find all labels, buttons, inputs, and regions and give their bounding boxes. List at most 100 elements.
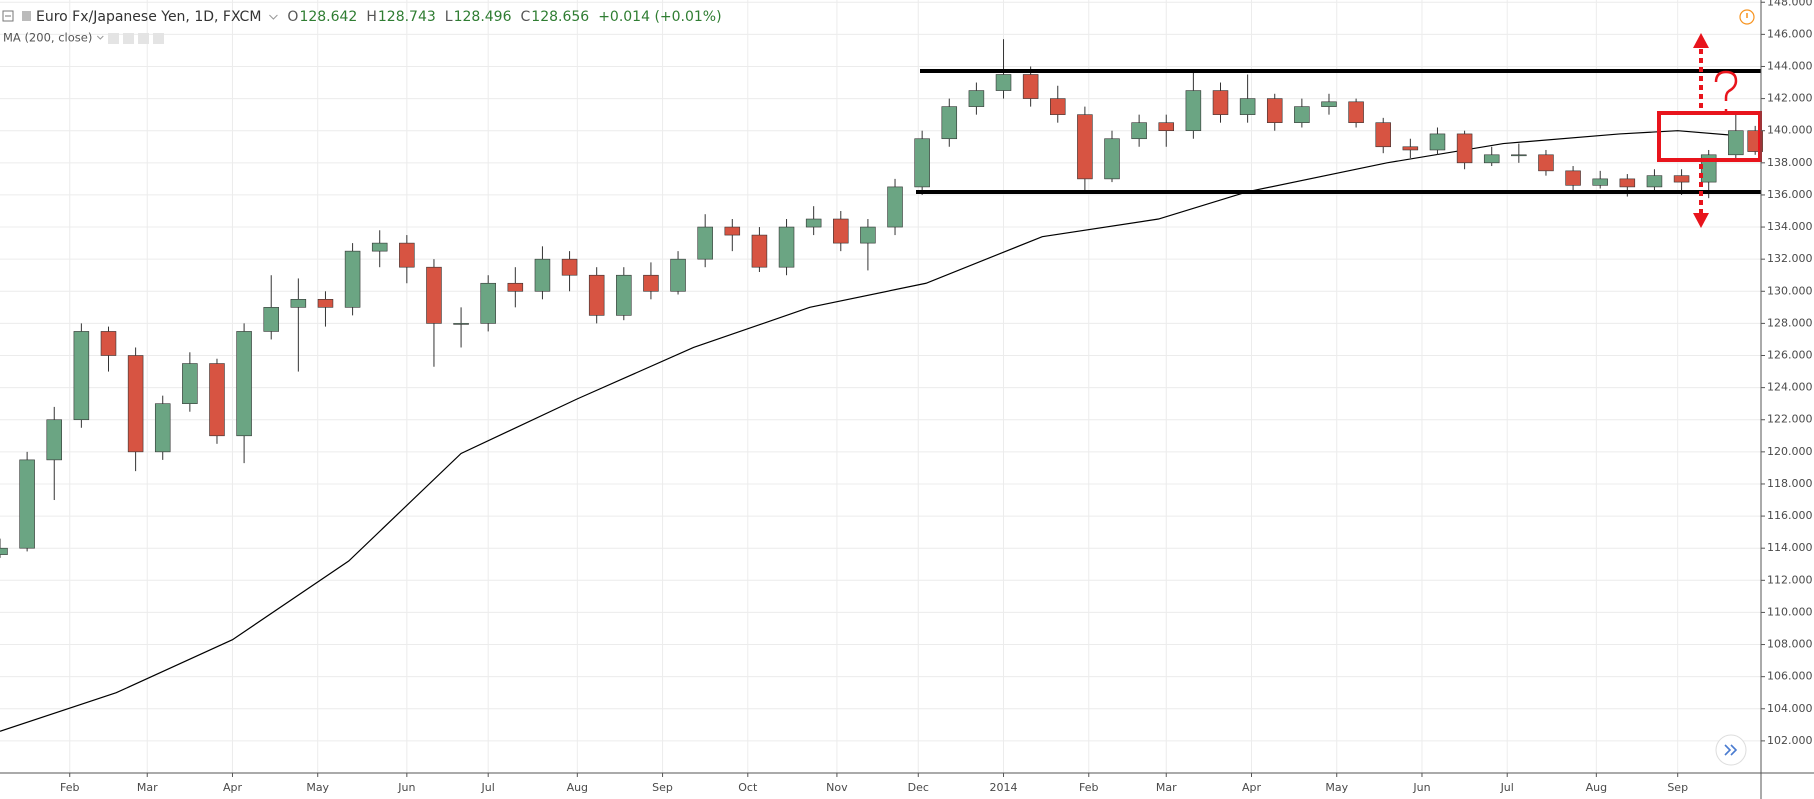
candle-body: [1592, 178, 1608, 186]
candle-body: [751, 234, 768, 268]
candle-body: [995, 74, 1012, 91]
candle-body: [1294, 106, 1310, 123]
y-tick-label: 146.000: [1767, 27, 1813, 40]
x-tick-label: Mar: [1156, 781, 1177, 794]
x-tick-label: Jun: [397, 781, 415, 794]
candle-body: [1646, 175, 1663, 188]
y-tick-label: 144.000: [1767, 59, 1813, 72]
candle-body: [1212, 90, 1229, 115]
x-tick-label: May: [306, 781, 329, 794]
y-tick-label: 122.000: [1767, 413, 1813, 426]
indicator-icon[interactable]: [138, 33, 149, 44]
candle-body: [1375, 122, 1391, 148]
y-tick-label: 110.000: [1767, 605, 1813, 618]
candle-body: [1185, 90, 1202, 132]
ohlc-value: 128.656: [531, 9, 589, 25]
candle-body: [968, 90, 985, 107]
indicator-icon[interactable]: [153, 33, 164, 44]
y-tick-label: 114.000: [1767, 541, 1813, 554]
y-tick-label: 132.000: [1767, 252, 1813, 265]
candle-body: [1266, 98, 1283, 123]
ohlc-value: 128.642: [299, 9, 357, 25]
scroll-icon: [1724, 744, 1738, 756]
indicator-icon[interactable]: [123, 33, 134, 44]
candle-body: [860, 226, 876, 244]
candle-body: [1511, 154, 1527, 157]
grid: [0, 0, 1761, 773]
candle-body: [1402, 146, 1419, 151]
candle-body: [833, 218, 849, 244]
candle-body: [670, 258, 686, 292]
x-tick-label: Dec: [908, 781, 929, 794]
candle-body: [1673, 175, 1690, 183]
candle-body: [1050, 98, 1066, 115]
candle-body: [1131, 122, 1147, 140]
x-tick-label: Oct: [738, 781, 758, 794]
x-tick-label: Sep: [1667, 781, 1688, 794]
candle-body: [561, 258, 578, 276]
y-tick-label: 134.000: [1767, 220, 1813, 233]
candle-body: [0, 547, 8, 555]
candle-body: [399, 242, 415, 268]
y-tick-label: 138.000: [1767, 156, 1813, 169]
symbol-title: Euro Fx/Japanese Yen, 1D, FXCM: [36, 9, 261, 25]
x-tick-label: Apr: [1242, 781, 1262, 794]
annotations: [916, 33, 1762, 228]
candle-body: [290, 299, 307, 308]
x-tick-label: Jun: [1412, 781, 1430, 794]
candle-body: [1348, 101, 1364, 123]
indicator-label: MA (200, close): [3, 31, 92, 45]
y-tick-label: 128.000: [1767, 316, 1813, 329]
candle-body: [724, 226, 741, 236]
y-tick-label: 124.000: [1767, 381, 1813, 394]
x-tick-label: Nov: [826, 781, 848, 794]
candle-body: [778, 226, 795, 268]
candle-body: [643, 274, 659, 292]
candle-body: [941, 106, 958, 140]
y-tick-label: 102.000: [1767, 734, 1813, 747]
candle-body: [1619, 178, 1636, 188]
y-tick-label: 104.000: [1767, 702, 1813, 715]
collapse-icon[interactable]: [2, 10, 14, 22]
ohlc-value: 128.496: [454, 9, 512, 25]
candle-body: [805, 218, 822, 228]
y-tick-label: 112.000: [1767, 573, 1813, 586]
candle-body: [344, 250, 361, 308]
candle-body: [534, 258, 551, 292]
candle-body: [127, 355, 144, 453]
x-tick-label: Mar: [137, 781, 158, 794]
y-tick-label: 140.000: [1767, 124, 1813, 137]
y-tick-label: 130.000: [1767, 284, 1813, 297]
change: +0.014 (+0.01%): [598, 9, 721, 25]
candle-body: [480, 282, 496, 324]
candle-body: [182, 363, 198, 404]
indicator-icon[interactable]: [108, 33, 119, 44]
candle-body: [1456, 133, 1473, 164]
candle-body: [73, 331, 90, 421]
alert-icon[interactable]: [1739, 9, 1755, 25]
candle-body: [1538, 154, 1554, 172]
candle-body: [371, 242, 388, 252]
ohlc-label: O: [287, 9, 298, 25]
x-tick-label: Aug: [1586, 781, 1607, 794]
candle-body: [100, 331, 117, 356]
question-mark: [1714, 70, 1738, 112]
header-text: Euro Fx/Japanese Yen, 1D, FXCM O 128.642 H 1…: [3, 9, 722, 45]
candle-body: [507, 282, 524, 292]
candle-body: [317, 299, 334, 308]
x-tick-label: Jul: [481, 781, 495, 794]
x-tick-label: Feb: [60, 781, 79, 794]
ma-layer: [0, 130, 1736, 732]
header: Euro Fx/Japanese Yen, 1D, FXCM O 128.642 H 1…: [2, 9, 1755, 766]
candle-body: [1429, 133, 1446, 151]
ohlc-value: 128.743: [378, 9, 436, 25]
candle-body: [1321, 101, 1337, 107]
candle-body: [1565, 170, 1581, 186]
dropdown-icon: [96, 35, 104, 40]
ohlc-label: H: [366, 9, 377, 25]
y-tick-label: 106.000: [1767, 670, 1813, 683]
y-tick-label: 120.000: [1767, 445, 1813, 458]
